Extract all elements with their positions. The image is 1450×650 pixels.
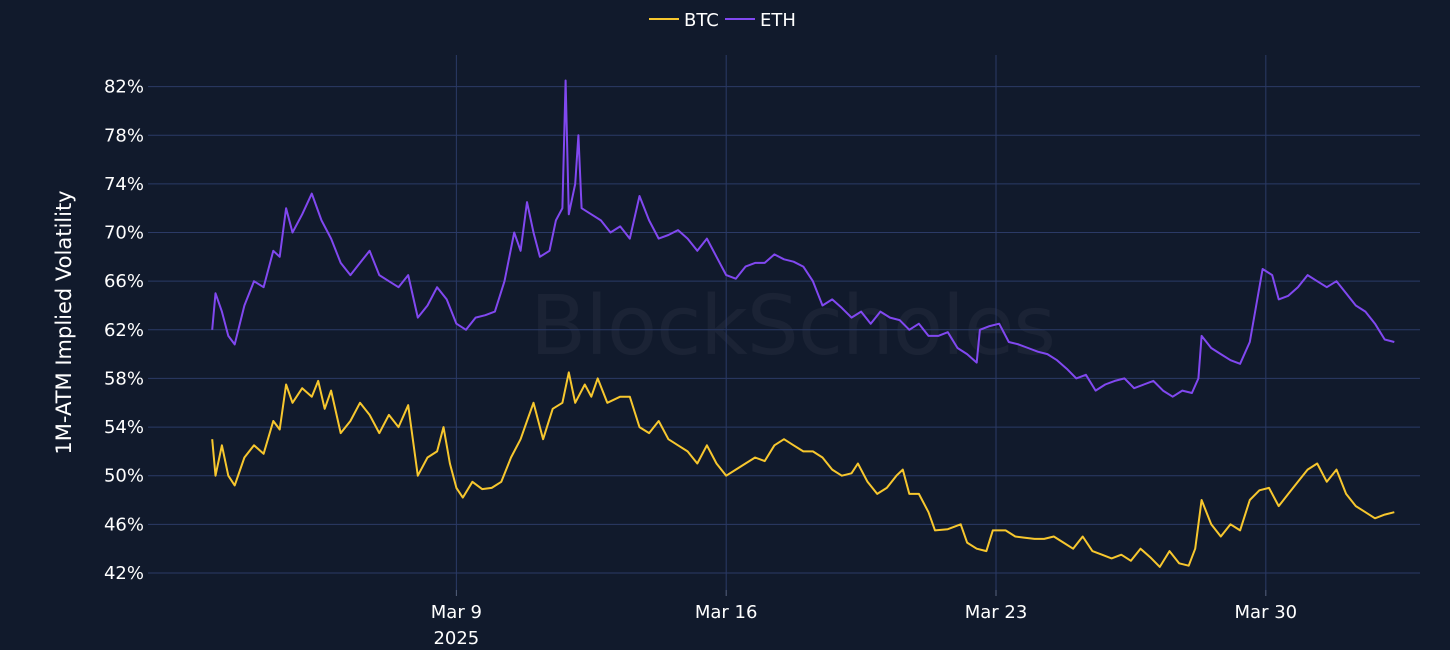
y-tick-label: 62% xyxy=(104,320,144,341)
y-tick-label: 66% xyxy=(104,271,144,292)
btc-series-line xyxy=(211,371,1395,568)
y-axis-title: 1M-ATM Implied Volatility xyxy=(52,190,76,454)
legend[interactable]: BTC ETH xyxy=(649,10,796,31)
y-tick-label: 42% xyxy=(104,563,144,584)
eth-series-line xyxy=(211,79,1395,398)
x-tick-label: Mar 16 xyxy=(695,602,758,623)
x-tick-label: Mar 30 xyxy=(1235,602,1298,623)
y-tick-label: 50% xyxy=(104,466,144,487)
y-tick-label: 82% xyxy=(104,77,144,98)
x-axis: Mar 9 2025 Mar 16 Mar 23 Mar 30 xyxy=(431,590,1297,649)
y-tick-label: 58% xyxy=(104,368,144,389)
x-tick-label: Mar 23 xyxy=(965,602,1028,623)
legend-label: ETH xyxy=(760,10,796,31)
y-tick-label: 78% xyxy=(104,125,144,146)
legend-item-eth[interactable]: ETH xyxy=(725,10,796,31)
y-axis: 42% 46% 50% 54% 58% 62% 66% 70% 74% 78% 82% xyxy=(104,77,144,584)
watermark-text: BlockScholes xyxy=(530,279,1055,374)
y-tick-label: 70% xyxy=(104,223,144,244)
y-tick-label: 74% xyxy=(104,174,144,195)
legend-label: BTC xyxy=(684,10,719,31)
x-tick-label: Mar 9 xyxy=(431,602,482,623)
y-tick-label: 46% xyxy=(104,514,144,535)
series-lines xyxy=(211,79,1395,568)
grid xyxy=(148,55,1420,590)
legend-item-btc[interactable]: BTC xyxy=(649,10,719,31)
y-tick-label: 54% xyxy=(104,417,144,438)
x-tick-sublabel: 2025 xyxy=(433,628,479,649)
